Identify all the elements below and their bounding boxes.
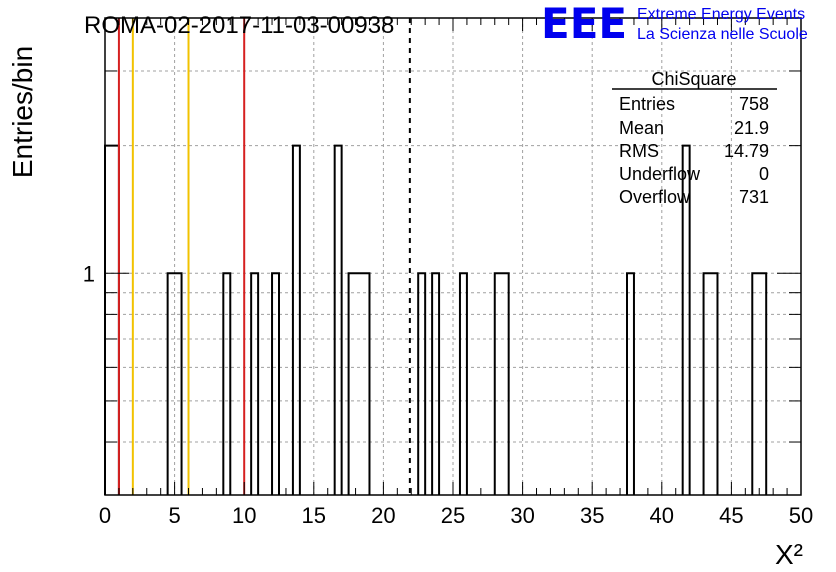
x-tick-labels: 0 5 10 15 20 25 30 35 40 45 50 [99, 503, 813, 528]
logo-line-2: La Scienza nelle Scuole [637, 26, 808, 43]
stats-entries-value: 758 [739, 94, 769, 114]
histogram-bin [271, 272, 280, 495]
x-tick-label: 25 [441, 503, 465, 528]
x-tick-label: 35 [580, 503, 604, 528]
stats-box-title: ChiSquare [651, 69, 736, 89]
histogram-bin [417, 272, 427, 495]
x-tick-label: 20 [371, 503, 395, 528]
stats-rms-value: 14.79 [724, 141, 769, 161]
histogram-bin [291, 144, 301, 495]
chart-title: ROMA-02-2017-11-03-00938 [84, 12, 394, 39]
stats-underflow-value: 0 [759, 164, 769, 184]
grid-lines [105, 18, 801, 495]
histogram-bin [681, 144, 691, 495]
x-tick-label: 45 [719, 503, 743, 528]
stats-mean-value: 21.9 [734, 118, 769, 138]
histogram-bin [222, 272, 232, 495]
y-tick-labels: 1 [83, 261, 95, 286]
histogram-bin [166, 272, 183, 495]
axis-ticks [104, 18, 802, 495]
histogram-bin [333, 144, 343, 495]
stats-rms-label: RMS [619, 141, 659, 161]
histogram-bin [347, 272, 371, 495]
histogram-bin [431, 272, 441, 495]
x-tick-label: 0 [99, 503, 111, 528]
stats-overflow-value: 731 [739, 187, 769, 207]
y-axis-label: Entries/bin [7, 46, 38, 178]
x-tick-label: 50 [789, 503, 813, 528]
histogram-bin [493, 272, 510, 495]
histogram-bin [702, 272, 719, 495]
x-tick-label: 5 [168, 503, 180, 528]
x-tick-label: 15 [302, 503, 326, 528]
histogram-bin [250, 272, 260, 495]
x-tick-label: 10 [232, 503, 256, 528]
logo-line-1: Extreme Energy Events [637, 6, 805, 23]
x-tick-label: 30 [510, 503, 534, 528]
stats-entries-label: Entries [619, 94, 675, 114]
reference-lines [117, 18, 411, 495]
x-tick-label: 40 [650, 503, 674, 528]
eee-logo: EEE Extreme Energy Events La Scienza nel… [541, 0, 808, 48]
histogram-bins [104, 144, 768, 495]
y-tick-label: 1 [83, 261, 95, 286]
stats-overflow-label: Overflow [619, 187, 691, 207]
histogram-bin [626, 272, 635, 495]
x-axis-label: X² [775, 539, 803, 570]
stats-underflow-label: Underflow [619, 164, 701, 184]
histogram-bin [751, 272, 768, 495]
histogram-bin [458, 272, 468, 495]
eee-logo-mark: EEE [541, 0, 627, 48]
stats-mean-label: Mean [619, 118, 664, 138]
stats-box: ChiSquare Entries 758 Mean 21.9 RMS 14.7… [612, 69, 777, 207]
